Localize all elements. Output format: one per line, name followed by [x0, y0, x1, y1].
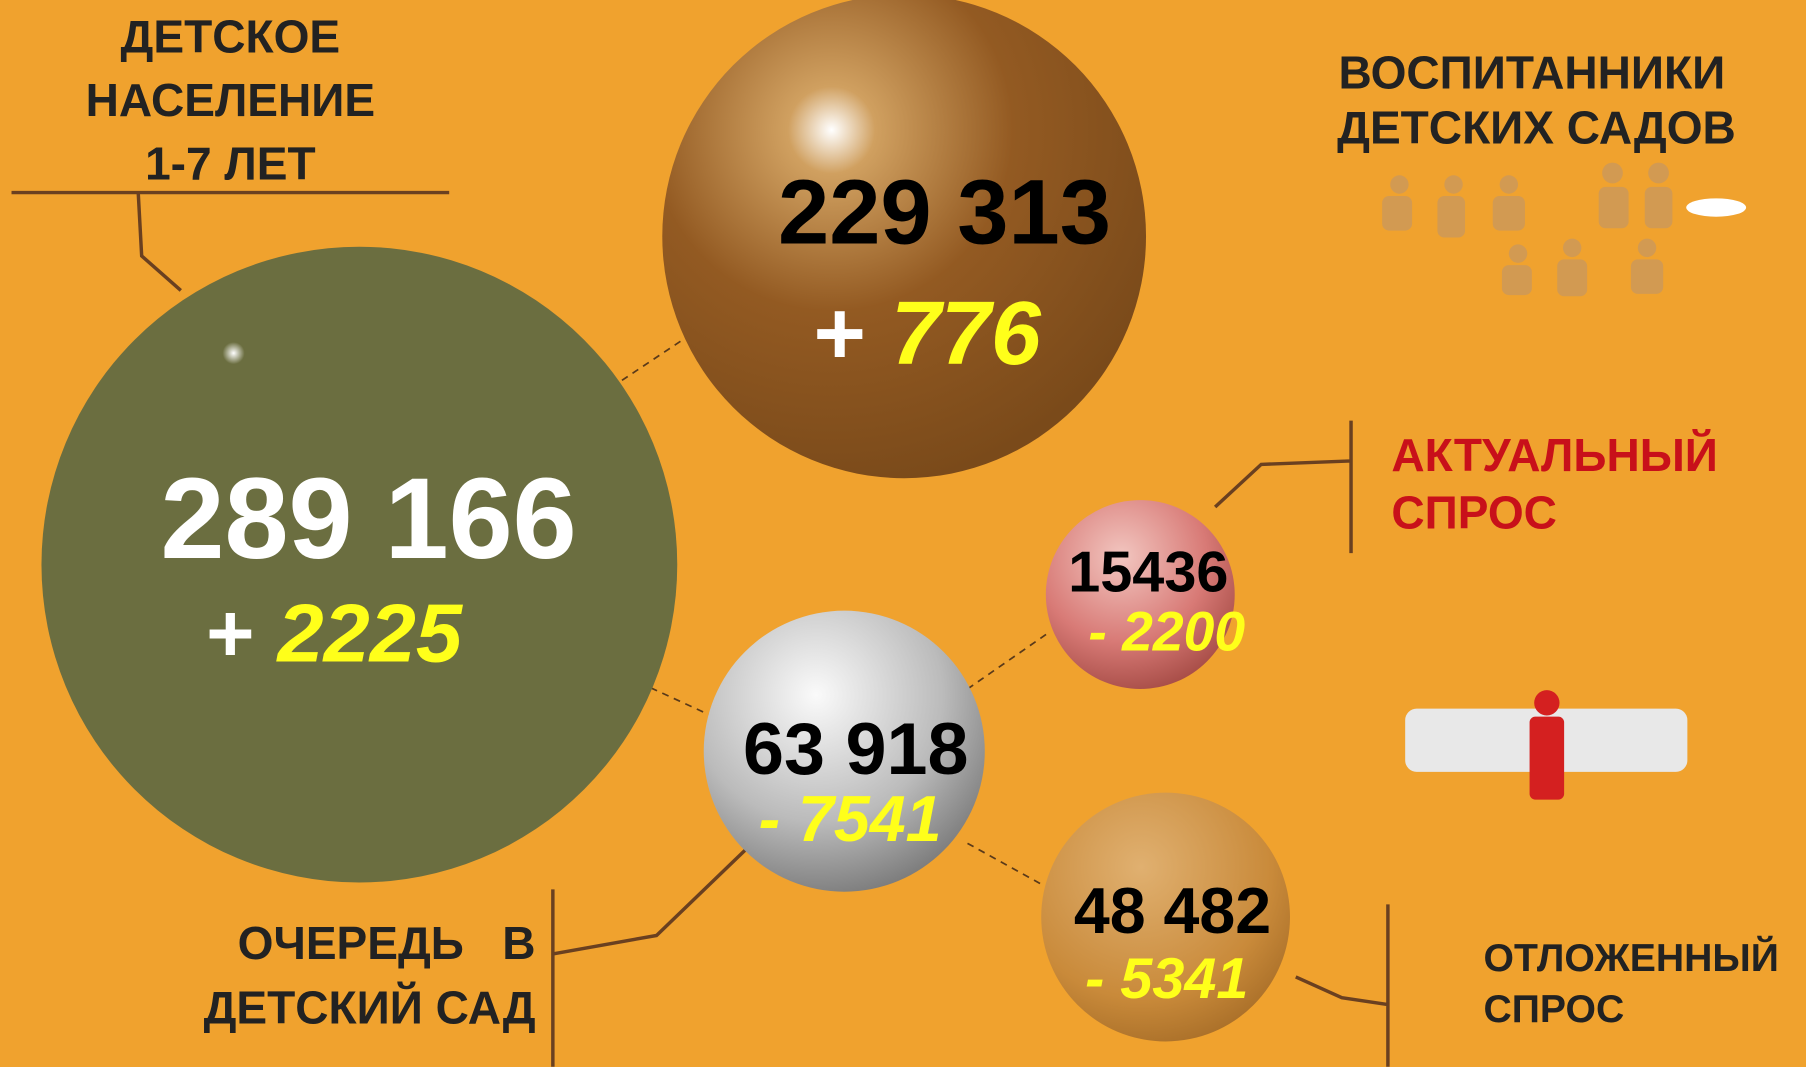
- change-value: 2225: [276, 586, 464, 679]
- label: СПРОС: [1484, 988, 1625, 1031]
- sign: +: [814, 284, 866, 384]
- connector: [1215, 421, 1351, 553]
- children-icon: [1382, 163, 1746, 297]
- change: + 2225: [206, 586, 464, 679]
- label: СПРОС: [1391, 486, 1557, 538]
- value: 48 482: [1074, 875, 1271, 947]
- label: АКТУАЛЬНЫЙ: [1391, 429, 1718, 481]
- crowd-icon: [1405, 690, 1687, 799]
- infographic: ДЕТСКОЕ НАСЕЛЕНИЕ 1-7 ЛЕТ 289 166 + 2225…: [0, 0, 1806, 1067]
- label: НАСЕЛЕНИЕ: [86, 74, 376, 126]
- label: ДЕТСКИЙ САД: [204, 982, 536, 1034]
- change-value: 776: [891, 284, 1042, 384]
- change: - 2200: [1088, 601, 1245, 663]
- value: 15436: [1068, 540, 1228, 604]
- label: ОЧЕРЕДЬ В: [238, 917, 536, 969]
- value: 289 166: [160, 455, 576, 583]
- label: 1-7 ЛЕТ: [145, 137, 316, 189]
- connector: [553, 847, 749, 1067]
- change: + 776: [814, 284, 1042, 384]
- label: ВОСПИТАННИКИ: [1338, 46, 1725, 98]
- label: ДЕТСКОЕ: [121, 11, 341, 63]
- label: ДЕТСКИХ САДОВ: [1337, 102, 1736, 154]
- value: 63 918: [743, 707, 968, 790]
- connector: [1296, 904, 1388, 1066]
- sphere-highlight: [187, 323, 325, 461]
- label: ОТЛОЖЕННЫЙ: [1484, 935, 1779, 980]
- change: - 7541: [759, 783, 942, 855]
- value: 229 313: [778, 160, 1111, 263]
- sign: +: [206, 586, 254, 679]
- change: - 5341: [1085, 947, 1248, 1011]
